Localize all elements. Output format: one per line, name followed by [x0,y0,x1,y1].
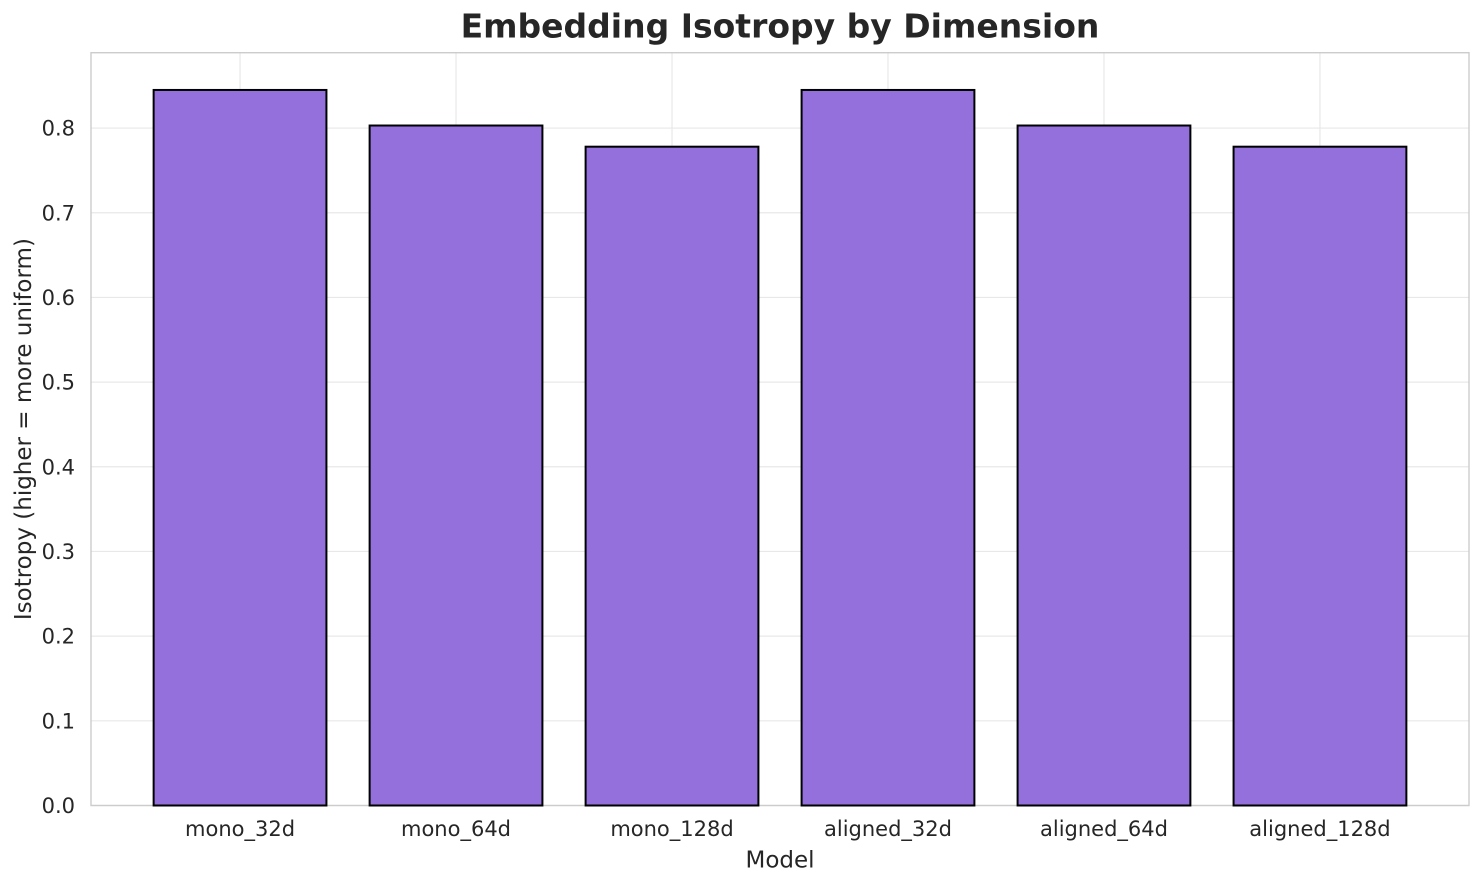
bar-aligned_128d [1232,145,1408,807]
bar-mono_32d [152,88,328,807]
x-tick-label: mono_128d [610,817,733,842]
x-tick-label: aligned_128d [1249,817,1390,842]
y-tick-label: 0.8 [42,117,75,141]
bars [152,88,1408,807]
x-tick-label: mono_64d [401,817,511,842]
y-tick-label: 0.0 [42,794,75,818]
x-tick-label: aligned_32d [824,817,952,842]
chart-title: Embedding Isotropy by Dimension [461,6,1100,45]
y-tick-label: 0.3 [42,540,75,564]
bar-mono_64d [368,124,544,807]
y-tick-label: 0.6 [42,286,75,310]
y-axis-label: Isotropy (higher = more uniform) [11,238,37,620]
y-tick-labels: 0.0 0.1 0.2 0.3 0.4 0.5 0.6 0.7 0.8 [42,117,75,818]
y-tick-label: 0.5 [42,371,75,395]
bar-aligned_32d [800,88,976,807]
y-tick-label: 0.1 [42,709,75,733]
bar-aligned_64d [1016,124,1192,807]
x-tick-label: aligned_64d [1040,817,1168,842]
y-tick-label: 0.2 [42,625,75,649]
x-tick-labels: mono_32d mono_64d mono_128d aligned_32d alig… [185,817,1391,842]
x-axis-label: Model [745,848,814,874]
bar-mono_128d [584,145,760,807]
x-tick-label: mono_32d [185,817,295,842]
y-tick-label: 0.4 [42,455,75,479]
y-tick-label: 0.7 [42,201,75,225]
plot-frame [90,52,1470,807]
